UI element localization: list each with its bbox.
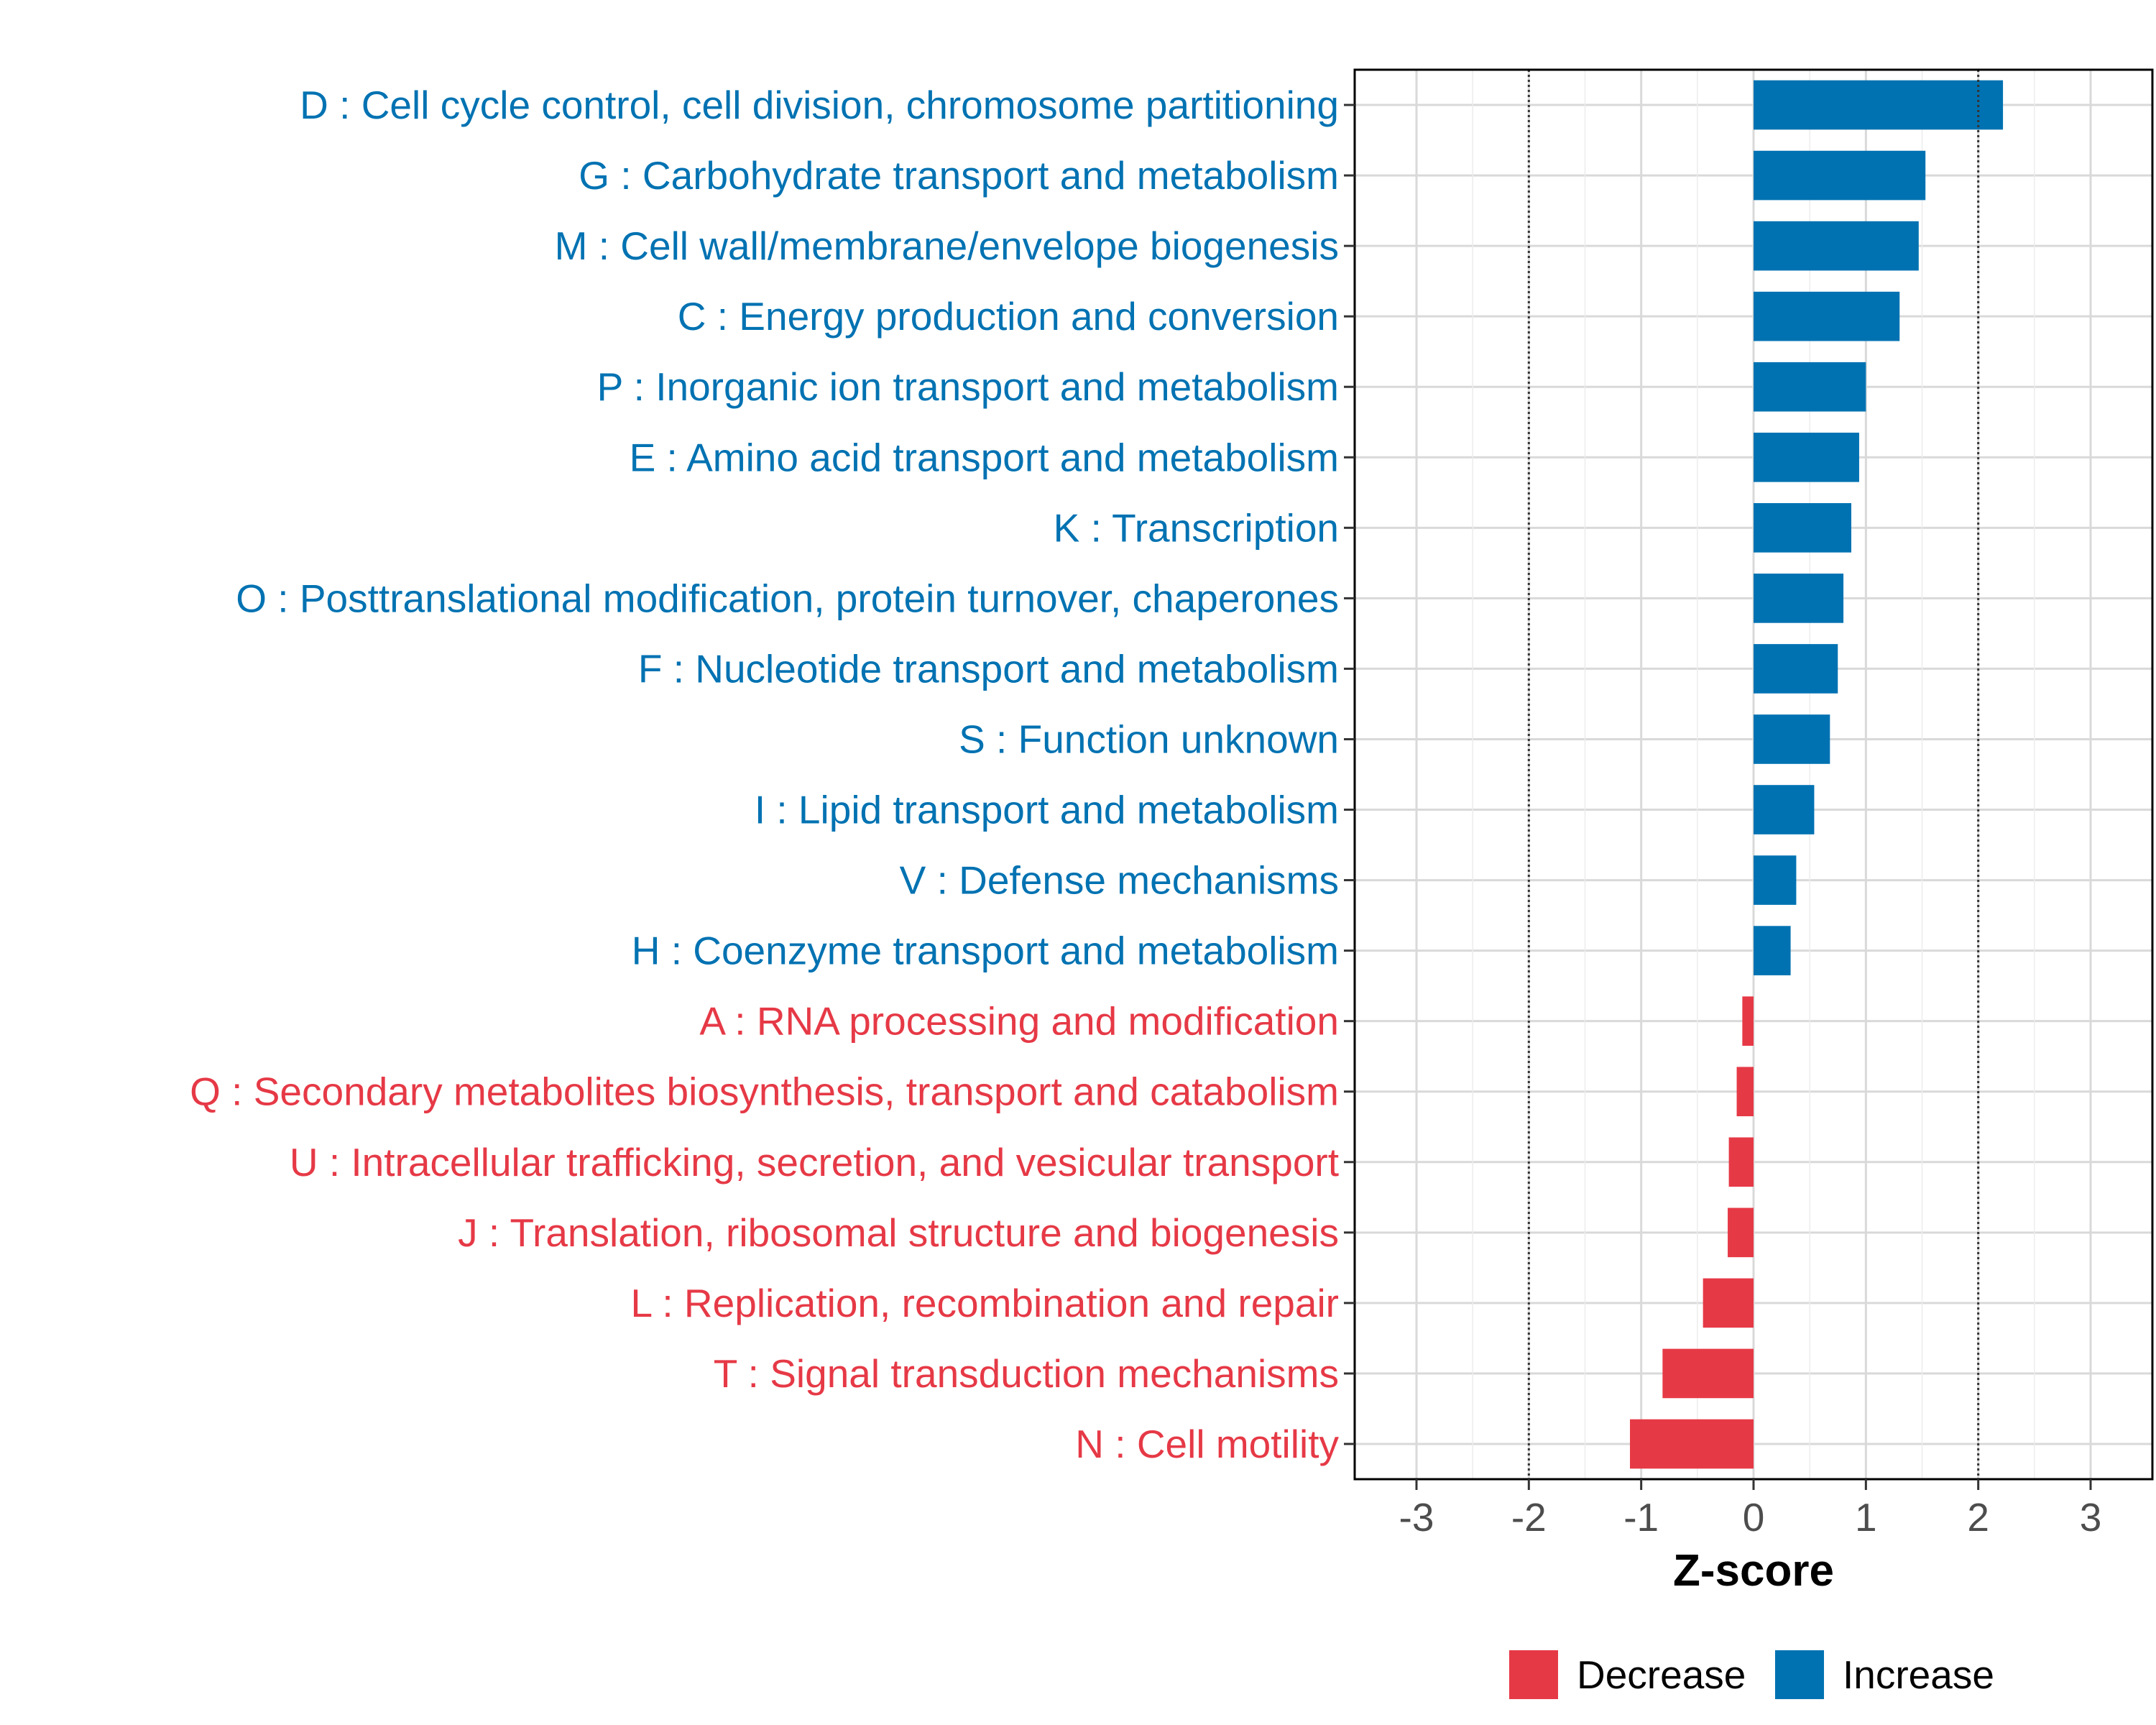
- y-axis-label: T : Signal transduction mechanisms: [714, 1351, 1339, 1396]
- y-axis-label: F : Nucleotide transport and metabolism: [638, 646, 1339, 691]
- y-axis-label: N : Cell motility: [1075, 1422, 1339, 1466]
- bar-l: [1703, 1278, 1754, 1328]
- y-axis-label: K : Transcription: [1054, 505, 1339, 550]
- legend-label-increase: Increase: [1843, 1652, 1994, 1697]
- x-axis-tick-label: -3: [1399, 1495, 1434, 1540]
- y-axis-label: D : Cell cycle control, cell division, c…: [300, 83, 1339, 127]
- bar-h: [1754, 926, 1791, 975]
- x-axis-tick-label: -2: [1511, 1495, 1547, 1540]
- y-axis-label: L : Replication, recombination and repai…: [631, 1281, 1339, 1325]
- reference-lines: [1527, 70, 1980, 1479]
- y-axis-label: P : Inorganic ion transport and metaboli…: [597, 364, 1339, 409]
- y-axis-label: V : Defense mechanisms: [900, 858, 1339, 903]
- bar-j: [1728, 1208, 1754, 1258]
- bar-i: [1754, 785, 1815, 834]
- bar-a: [1742, 996, 1754, 1046]
- bar-m: [1754, 221, 1919, 271]
- y-axis-label: J : Translation, ribosomal structure and…: [458, 1210, 1339, 1255]
- legend: Decrease Increase: [1509, 1650, 1994, 1699]
- y-axis: D : Cell cycle control, cell division, c…: [190, 83, 1355, 1466]
- x-axis-tick-label: 0: [1743, 1495, 1765, 1540]
- legend-key-increase: [1775, 1650, 1824, 1699]
- x-axis-tick-label: 1: [1855, 1495, 1877, 1540]
- y-axis-label: A : RNA processing and modification: [699, 999, 1339, 1044]
- y-axis-label: E : Amino acid transport and metabolism: [630, 435, 1339, 479]
- x-axis: -3 -2 -1 0 1 2 3: [1399, 1479, 2102, 1540]
- bar-d: [1754, 80, 2004, 130]
- y-axis-label: I : Lipid transport and metabolism: [755, 788, 1339, 832]
- bar-e: [1754, 432, 1859, 482]
- y-axis-label: S : Function unknown: [959, 717, 1339, 761]
- x-axis-title: Z-score: [1673, 1546, 1834, 1596]
- bar-q: [1736, 1067, 1754, 1117]
- bar-v: [1754, 855, 1797, 905]
- bar-c: [1754, 291, 1900, 341]
- legend-label-decrease: Decrease: [1577, 1652, 1746, 1697]
- y-axis-label: U : Intracellular trafficking, secretion…: [290, 1140, 1339, 1184]
- y-axis-label: Q : Secondary metabolites biosynthesis, …: [190, 1070, 1339, 1114]
- y-axis-label: O : Posttranslational modification, prot…: [236, 576, 1339, 620]
- x-axis-tick-label: -1: [1623, 1495, 1659, 1540]
- x-axis-tick-label: 2: [1967, 1495, 1989, 1540]
- bar-n: [1630, 1419, 1754, 1469]
- legend-key-decrease: [1509, 1650, 1558, 1699]
- x-axis-tick-label: 3: [2080, 1495, 2102, 1540]
- bar-f: [1754, 644, 1838, 694]
- bar-s: [1754, 714, 1830, 764]
- y-axis-label: G : Carbohydrate transport and metabolis…: [579, 153, 1339, 198]
- bar-o: [1754, 574, 1844, 623]
- y-axis-label: M : Cell wall/membrane/envelope biogenes…: [555, 224, 1339, 268]
- bar-u: [1728, 1137, 1754, 1187]
- y-axis-label: H : Coenzyme transport and metabolism: [632, 929, 1339, 973]
- y-axis-label: C : Energy production and conversion: [678, 294, 1339, 339]
- bars: [1630, 80, 2004, 1469]
- bar-k: [1754, 503, 1852, 553]
- bar-t: [1662, 1348, 1754, 1399]
- bar-p: [1754, 362, 1866, 412]
- bar-g: [1754, 150, 1926, 201]
